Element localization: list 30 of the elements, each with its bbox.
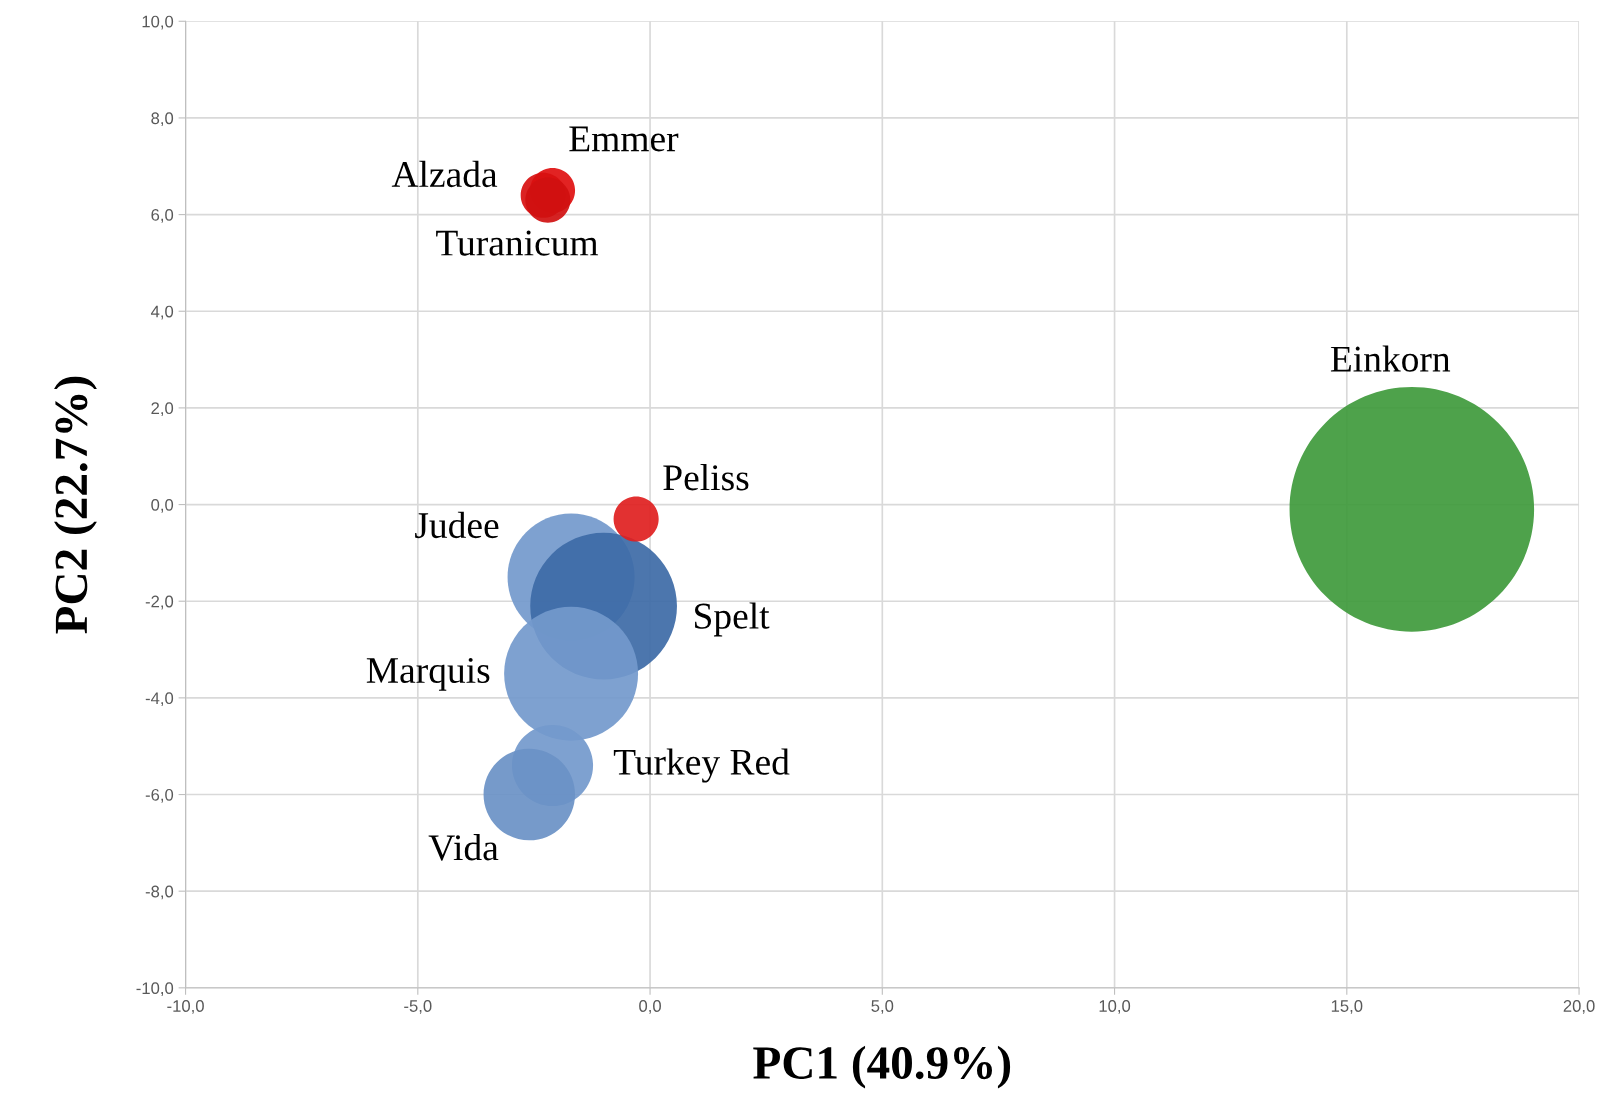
- series-label: Spelt: [695, 602, 770, 637]
- y-tick-label: -8,0: [145, 885, 174, 900]
- x-tick-label: 20,0: [1563, 1000, 1595, 1014]
- series-label: Peliss: [663, 464, 749, 491]
- y-axis-title: PC2 (22.7%): [54, 376, 97, 634]
- y-tick-label: -2,0: [145, 595, 174, 610]
- x-tick-label: -5,0: [404, 1000, 432, 1014]
- series-label: Marquis: [366, 657, 490, 691]
- series-label: Turanicum: [436, 230, 599, 256]
- series-label: Turkey Red: [613, 748, 790, 783]
- y-tick-label: -10,0: [136, 982, 174, 997]
- y-tick-label: 4,0: [150, 305, 174, 320]
- x-tick-label: -10,0: [167, 1000, 204, 1014]
- x-tick-label: 10,0: [1099, 1000, 1131, 1014]
- x-tick-label: 15,0: [1331, 1000, 1363, 1014]
- series-label: Vida: [428, 834, 499, 861]
- series-label: Judee: [415, 511, 499, 539]
- y-tick-label: 2,0: [151, 402, 174, 417]
- y-tick-label: -4,0: [145, 692, 174, 707]
- series-label: Einkorn: [1330, 345, 1451, 372]
- x-tick-label: 5,0: [871, 1000, 894, 1014]
- y-tick-label: 0,0: [151, 498, 174, 513]
- y-tick-label: 8,0: [151, 112, 174, 127]
- y-tick-label: 6,0: [151, 208, 174, 223]
- series-label: Emmer: [569, 126, 679, 152]
- x-tick-label: 0,0: [639, 1000, 661, 1014]
- x-axis-title: PC1 (40.9%): [753, 1045, 1011, 1089]
- y-tick-label: 10,0: [142, 15, 174, 30]
- y-tick-label: -6,0: [145, 788, 174, 803]
- series-label: Alzada: [391, 160, 498, 188]
